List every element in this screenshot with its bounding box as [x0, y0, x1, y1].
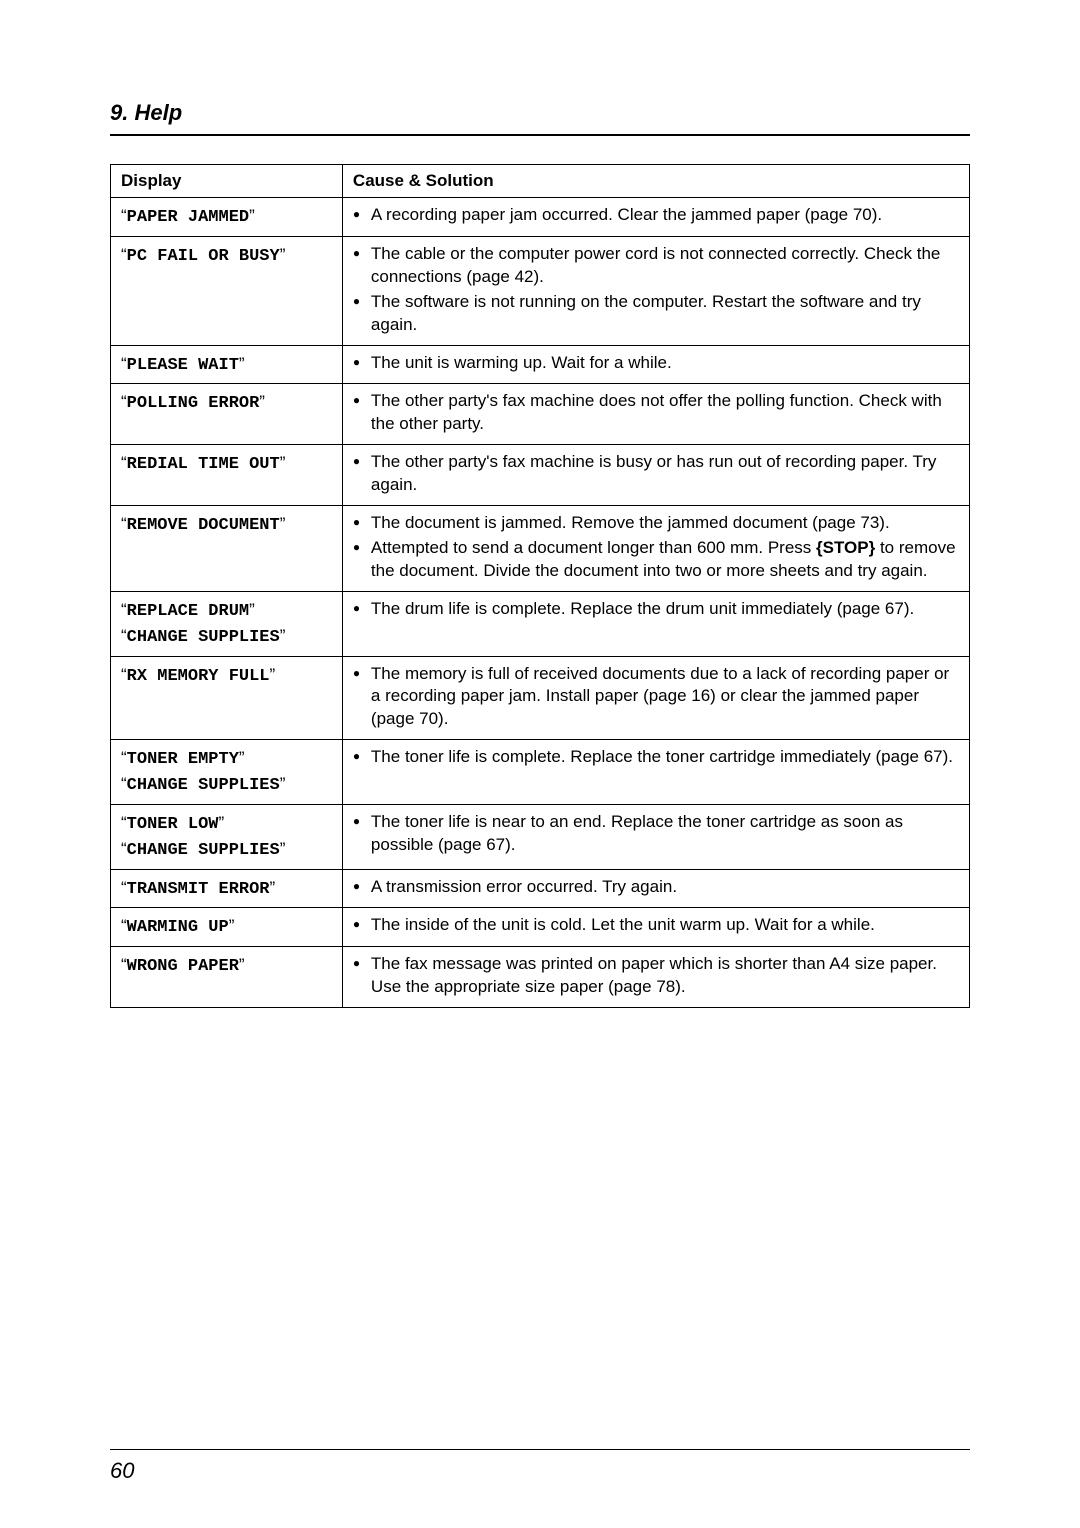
display-cell: “TONER LOW”“CHANGE SUPPLIES” [111, 804, 343, 869]
solution-list: The toner life is complete. Replace the … [353, 746, 959, 769]
solution-list: A transmission error occurred. Try again… [353, 876, 959, 899]
display-message: RX MEMORY FULL [127, 667, 270, 686]
display-cell: “REPLACE DRUM”“CHANGE SUPPLIES” [111, 591, 343, 656]
cause-cell: A recording paper jam occurred. Clear th… [342, 198, 969, 237]
solution-list: The inside of the unit is cold. Let the … [353, 914, 959, 937]
cause-cell: The inside of the unit is cold. Let the … [342, 908, 969, 947]
cause-cell: The memory is full of received documents… [342, 656, 969, 740]
solution-item: The toner life is complete. Replace the … [353, 746, 959, 769]
table-header-row: Display Cause & Solution [111, 165, 970, 198]
cause-cell: The other party's fax machine is busy or… [342, 445, 969, 506]
page-number: 60 [110, 1458, 134, 1484]
cause-cell: The document is jammed. Remove the jamme… [342, 506, 969, 592]
solution-item: The other party's fax machine does not o… [353, 390, 959, 436]
solution-item: A recording paper jam occurred. Clear th… [353, 204, 959, 227]
heading-rule [110, 134, 970, 136]
cause-cell: A transmission error occurred. Try again… [342, 869, 969, 908]
cause-cell: The toner life is near to an end. Replac… [342, 804, 969, 869]
display-cell: “TONER EMPTY”“CHANGE SUPPLIES” [111, 740, 343, 805]
table-row: “TONER EMPTY”“CHANGE SUPPLIES” The toner … [111, 740, 970, 805]
display-message: PAPER JAMMED [127, 208, 249, 227]
display-cell: “REMOVE DOCUMENT” [111, 506, 343, 592]
display-cell: “PC FAIL OR BUSY” [111, 236, 343, 345]
display-cell: “WRONG PAPER” [111, 947, 343, 1008]
table-row: “PAPER JAMMED” A recording paper jam occu… [111, 198, 970, 237]
display-cell: “POLLING ERROR” [111, 384, 343, 445]
table-row: “POLLING ERROR”The other party's fax mac… [111, 384, 970, 445]
chapter-heading: 9. Help [110, 100, 970, 126]
display-message: CHANGE SUPPLIES [127, 776, 280, 795]
display-message: TONER EMPTY [127, 750, 239, 769]
cause-cell: The toner life is complete. Replace the … [342, 740, 969, 805]
display-cell: “TRANSMIT ERROR” [111, 869, 343, 908]
table-row: “PLEASE WAIT” The unit is warming up. Wai… [111, 345, 970, 384]
table-row: “REPLACE DRUM”“CHANGE SUPPLIES” The drum … [111, 591, 970, 656]
table-row: “PC FAIL OR BUSY”The cable or the comput… [111, 236, 970, 345]
display-message: PC FAIL OR BUSY [127, 247, 280, 266]
cause-cell: The drum life is complete. Replace the d… [342, 591, 969, 656]
display-message: TRANSMIT ERROR [127, 880, 270, 899]
display-message: CHANGE SUPPLIES [127, 628, 280, 647]
solution-item: The document is jammed. Remove the jamme… [353, 512, 959, 535]
solution-list: A recording paper jam occurred. Clear th… [353, 204, 959, 227]
error-table: Display Cause & Solution “PAPER JAMMED” A… [110, 164, 970, 1008]
display-cell: “WARMING UP” [111, 908, 343, 947]
table-row: “REMOVE DOCUMENT” The document is jammed.… [111, 506, 970, 592]
col-header-display: Display [111, 165, 343, 198]
table-row: “WARMING UP” The inside of the unit is co… [111, 908, 970, 947]
cause-cell: The fax message was printed on paper whi… [342, 947, 969, 1008]
solution-item: The toner life is near to an end. Replac… [353, 811, 959, 857]
display-cell: “REDIAL TIME OUT” [111, 445, 343, 506]
cause-cell: The other party's fax machine does not o… [342, 384, 969, 445]
solution-item: A transmission error occurred. Try again… [353, 876, 959, 899]
solution-item: Attempted to send a document longer than… [353, 537, 959, 583]
table-row: “REDIAL TIME OUT”The other party's fax m… [111, 445, 970, 506]
key-label: {STOP} [816, 538, 875, 557]
solution-item: The memory is full of received documents… [353, 663, 959, 732]
solution-list: The fax message was printed on paper whi… [353, 953, 959, 999]
solution-item: The inside of the unit is cold. Let the … [353, 914, 959, 937]
display-message: REPLACE DRUM [127, 602, 249, 621]
display-message: TONER LOW [127, 815, 219, 834]
display-cell: “PLEASE WAIT” [111, 345, 343, 384]
solution-list: The document is jammed. Remove the jamme… [353, 512, 959, 583]
solution-item: The unit is warming up. Wait for a while… [353, 352, 959, 375]
solution-item: The fax message was printed on paper whi… [353, 953, 959, 999]
display-cell: “RX MEMORY FULL” [111, 656, 343, 740]
solution-list: The other party's fax machine is busy or… [353, 451, 959, 497]
table-row: “TRANSMIT ERROR” A transmission error occ… [111, 869, 970, 908]
solution-list: The drum life is complete. Replace the d… [353, 598, 959, 621]
solution-list: The cable or the computer power cord is … [353, 243, 959, 337]
display-message: REMOVE DOCUMENT [127, 516, 280, 535]
table-row: “RX MEMORY FULL”The memory is full of re… [111, 656, 970, 740]
solution-list: The unit is warming up. Wait for a while… [353, 352, 959, 375]
display-cell: “PAPER JAMMED” [111, 198, 343, 237]
solution-list: The memory is full of received documents… [353, 663, 959, 732]
solution-list: The other party's fax machine does not o… [353, 390, 959, 436]
display-message: PLEASE WAIT [127, 356, 239, 375]
table-row: “WRONG PAPER”The fax message was printed… [111, 947, 970, 1008]
table-row: “TONER LOW”“CHANGE SUPPLIES”The toner li… [111, 804, 970, 869]
footer-rule [110, 1449, 970, 1450]
display-message: CHANGE SUPPLIES [127, 841, 280, 860]
col-header-cause: Cause & Solution [342, 165, 969, 198]
display-message: WRONG PAPER [127, 957, 239, 976]
solution-item: The other party's fax machine is busy or… [353, 451, 959, 497]
display-message: POLLING ERROR [127, 394, 260, 413]
solution-item: The software is not running on the compu… [353, 291, 959, 337]
solution-item: The drum life is complete. Replace the d… [353, 598, 959, 621]
solution-list: The toner life is near to an end. Replac… [353, 811, 959, 857]
display-message: WARMING UP [127, 918, 229, 937]
display-message: REDIAL TIME OUT [127, 455, 280, 474]
cause-cell: The unit is warming up. Wait for a while… [342, 345, 969, 384]
table-body: “PAPER JAMMED” A recording paper jam occu… [111, 198, 970, 1008]
cause-cell: The cable or the computer power cord is … [342, 236, 969, 345]
solution-item: The cable or the computer power cord is … [353, 243, 959, 289]
